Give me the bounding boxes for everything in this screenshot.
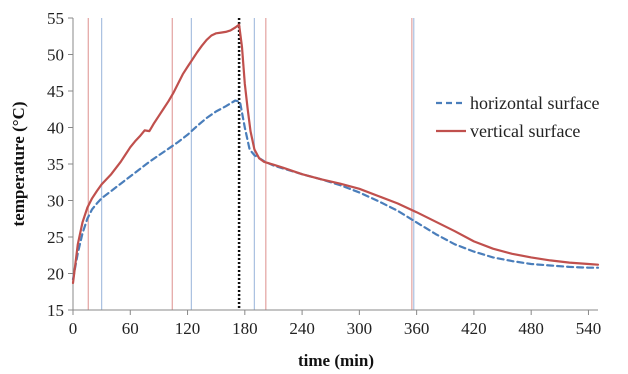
y-tick-label: 50 [47, 46, 64, 65]
y-tick-label: 40 [47, 119, 64, 138]
y-tick-label: 20 [47, 265, 64, 284]
x-tick-label: 180 [232, 319, 258, 338]
series-line-vertical-surface [71, 23, 600, 285]
x-tick-label: 360 [404, 319, 430, 338]
legend-label-horizontal-surface: horizontal surface [470, 93, 599, 113]
y-tick-label: 35 [47, 155, 64, 174]
x-tick-label: 300 [347, 319, 373, 338]
x-tick-label: 420 [461, 319, 487, 338]
x-axis-title: time (min) [298, 351, 374, 370]
y-axis: 15 20 25 30 35 40 45 50 55 [47, 9, 74, 320]
y-tick-label: 15 [47, 301, 64, 320]
x-tick-label: 240 [289, 319, 315, 338]
x-tick-label: 120 [175, 319, 201, 338]
y-axis-title: temperature (°C) [9, 102, 28, 227]
y-tick-label: 55 [47, 9, 64, 28]
x-tick-label: 0 [69, 319, 78, 338]
y-tick-label: 45 [47, 82, 64, 101]
y-tick-label: 30 [47, 192, 64, 211]
vertical-markers [87, 18, 415, 310]
x-axis: 0 60 120 180 240 300 360 420 480 540 [69, 309, 602, 338]
x-tick-label: 480 [518, 319, 544, 338]
y-tick-label: 25 [47, 228, 64, 247]
legend-label-vertical-surface: vertical surface [470, 121, 580, 141]
legend: horizontal surface vertical surface [436, 93, 599, 141]
x-tick-label: 540 [576, 319, 602, 338]
x-tick-label: 60 [122, 319, 139, 338]
series-line-horizontal-surface [71, 99, 600, 281]
series-lines [71, 23, 600, 285]
